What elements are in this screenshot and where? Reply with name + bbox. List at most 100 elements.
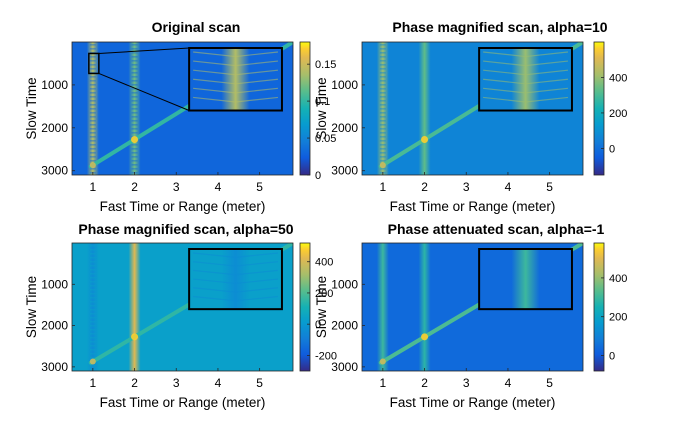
x-tick-label: 5 xyxy=(546,180,553,194)
plot-area xyxy=(362,243,583,371)
colorbar-tick-label: 0.15 xyxy=(315,59,336,71)
colorbar-tick-label: 0.05 xyxy=(315,133,336,145)
y-tick-label: 1000 xyxy=(331,277,358,291)
inset-line xyxy=(511,249,540,310)
x-tick-label: 3 xyxy=(463,376,470,390)
colorbar-tick-label: 200 xyxy=(609,108,627,120)
colorbar-tick-label: 200 xyxy=(315,288,333,300)
y-tick-label: 1000 xyxy=(331,78,358,92)
chart-title: Original scan xyxy=(152,19,241,35)
inset-oscillation xyxy=(193,252,279,302)
x-tick-label: 5 xyxy=(256,376,263,390)
plot-area xyxy=(362,42,583,175)
x-tick-label: 3 xyxy=(463,180,470,194)
inset-frame xyxy=(478,248,573,311)
x-tick-label: 3 xyxy=(173,180,180,194)
y-tick-label: 3000 xyxy=(331,164,358,178)
colorbar-tick-label: -200 xyxy=(315,350,337,362)
axes-frame xyxy=(71,242,294,372)
inset-frame xyxy=(188,47,283,112)
inset-line xyxy=(221,249,250,310)
axes-frame xyxy=(361,242,584,372)
y-tick-label: 2000 xyxy=(41,121,68,135)
y-tick-label: 3000 xyxy=(41,164,68,178)
chart-panel-1: 1 2 3 4 5 1000 2000 3000 Original scan Fast Time … xyxy=(24,19,336,214)
y-tick-label: 3000 xyxy=(331,360,358,374)
range-line-2m xyxy=(128,243,141,371)
inset-line xyxy=(221,48,250,111)
x-tick-label: 1 xyxy=(90,180,97,194)
colorbar-tick-label: 200 xyxy=(609,312,627,324)
x-axis-label: Fast Time or Range (meter) xyxy=(390,199,556,214)
y-tick-label: 3000 xyxy=(41,360,68,374)
x-tick-label: 4 xyxy=(505,376,512,390)
inset-zoom xyxy=(188,248,283,311)
colorbar-gradient xyxy=(299,41,311,176)
x-tick-label: 5 xyxy=(546,376,553,390)
inset-zoom xyxy=(478,47,573,112)
crossing-highlight xyxy=(379,358,386,365)
x-tick-label: 2 xyxy=(421,180,428,194)
y-axis-label: Slow Time xyxy=(314,276,329,338)
x-tick-label: 2 xyxy=(421,376,428,390)
y-tick-label: 2000 xyxy=(331,121,358,135)
y-axis-label: Slow Time xyxy=(314,77,329,139)
chart-title: Phase magnified scan, alpha=50 xyxy=(78,221,293,237)
axes-frame xyxy=(361,41,584,176)
range-line-1m xyxy=(86,243,99,371)
crossing-highlight xyxy=(421,135,429,143)
range-line-2m xyxy=(418,42,431,175)
x-tick-label: 2 xyxy=(131,376,138,390)
crossing-highlight xyxy=(89,358,96,365)
inset-line xyxy=(511,48,540,111)
inset-oscillation xyxy=(483,51,569,103)
x-tick-label: 1 xyxy=(380,180,387,194)
y-axis-label: Slow Time xyxy=(24,276,39,338)
inset-oscillation xyxy=(193,51,279,103)
range-line-2m xyxy=(418,243,431,371)
colorbar: -200 0 200 400 xyxy=(299,242,337,372)
x-tick-label: 2 xyxy=(131,180,138,194)
crossing-highlight xyxy=(379,162,386,169)
x-tick-label: 1 xyxy=(380,376,387,390)
colorbar-tick-label: 400 xyxy=(609,273,627,285)
y-tick-label: 1000 xyxy=(41,78,68,92)
inset-frame xyxy=(188,248,283,311)
crossing-highlight xyxy=(421,333,429,341)
colorbar-tick-label: 400 xyxy=(609,72,627,84)
range-line-1m xyxy=(376,243,389,371)
colorbar-tick-label: 0 xyxy=(315,319,321,331)
chart-title: Phase attenuated scan, alpha=-1 xyxy=(388,221,605,237)
range-line-1m xyxy=(86,42,99,175)
plot-area xyxy=(72,42,293,175)
x-tick-label: 1 xyxy=(90,376,97,390)
x-tick-label: 3 xyxy=(173,376,180,390)
x-tick-label: 4 xyxy=(505,180,512,194)
colorbar-tick-label: 0 xyxy=(609,350,615,362)
colorbar-tick-label: 0 xyxy=(609,143,615,155)
range-line-stripes xyxy=(131,44,138,174)
crossing-highlight xyxy=(131,135,139,143)
y-tick-label: 2000 xyxy=(41,319,68,333)
zoom-source-box xyxy=(88,52,100,75)
plot-area xyxy=(72,243,293,371)
x-axis-label: Fast Time or Range (meter) xyxy=(100,395,266,410)
y-tick-label: 2000 xyxy=(331,319,358,333)
axes-frame xyxy=(71,41,294,176)
y-axis-label: Slow Time xyxy=(24,77,39,139)
colorbar-gradient xyxy=(593,242,605,372)
colorbar: 0 0.05 0.1 0.15 xyxy=(299,41,336,182)
chart-title: Phase magnified scan, alpha=10 xyxy=(392,19,607,35)
colorbar: 0 200 400 xyxy=(593,242,627,372)
colorbar-tick-label: 0.1 xyxy=(315,96,330,108)
x-tick-label: 5 xyxy=(256,180,263,194)
x-axis-label: Fast Time or Range (meter) xyxy=(390,395,556,410)
colorbar-tick-label: 0 xyxy=(315,170,321,182)
x-tick-label: 4 xyxy=(215,180,222,194)
colorbar-tick-label: 400 xyxy=(315,257,333,269)
colorbar: 0 200 400 xyxy=(593,41,627,176)
